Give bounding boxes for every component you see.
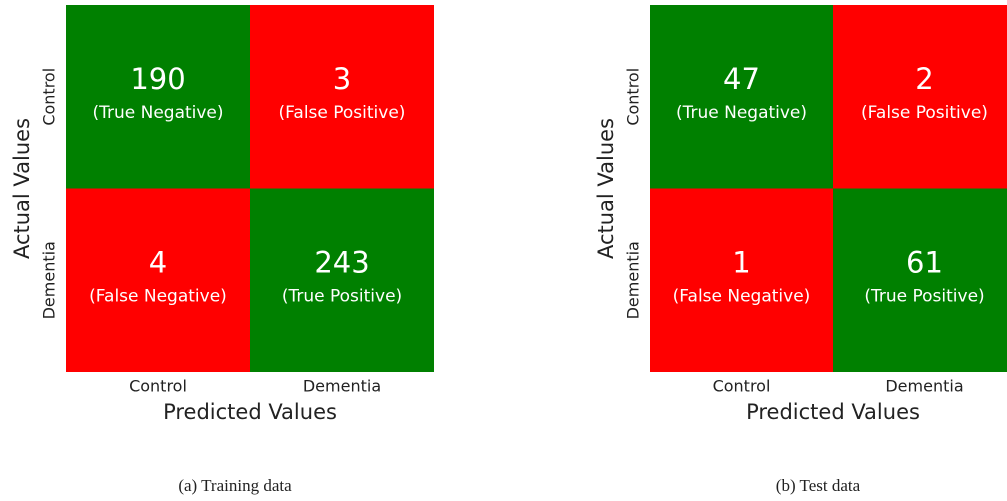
- x-tick-label: Control: [129, 377, 187, 396]
- x-tick-label: Dementia: [885, 377, 963, 396]
- x-tick-label: Dementia: [303, 377, 381, 396]
- cell-label: (True Negative): [92, 103, 223, 123]
- cell-label: (False Negative): [89, 286, 227, 306]
- cell-value: 1: [732, 245, 750, 279]
- cell-label: (False Positive): [861, 103, 988, 123]
- caption: (b) Test data: [776, 476, 861, 495]
- y-tick-label: Control: [624, 68, 643, 126]
- x-axis-title: Predicted Values: [746, 400, 920, 424]
- cell-value: 3: [333, 62, 351, 96]
- cell-label: (True Negative): [676, 103, 807, 123]
- cell-value: 190: [130, 62, 185, 96]
- cell: [66, 5, 250, 189]
- x-axis-title: Predicted Values: [163, 400, 337, 424]
- cell-label: (False Positive): [279, 103, 406, 123]
- cell-label: (False Negative): [673, 286, 811, 306]
- cell: [833, 5, 1007, 189]
- cell-value: 4: [149, 245, 167, 279]
- y-tick-label: Control: [40, 68, 59, 126]
- cell-label: (True Positive): [864, 286, 984, 306]
- cell-value: 2: [915, 62, 933, 96]
- x-tick-label: Control: [713, 377, 771, 396]
- cell-value: 47: [723, 62, 760, 96]
- y-tick-label: Dementia: [624, 241, 643, 319]
- cell-label: (True Positive): [282, 286, 402, 306]
- y-tick-label: Dementia: [40, 241, 59, 319]
- cell: [250, 5, 434, 189]
- cell: [833, 188, 1007, 372]
- caption: (a) Training data: [178, 476, 292, 495]
- cell-value: 243: [314, 245, 369, 279]
- y-axis-title: Actual Values: [594, 118, 618, 259]
- cell-value: 61: [906, 245, 943, 279]
- cell: [250, 188, 434, 372]
- cell: [650, 5, 833, 189]
- cell: [66, 188, 250, 372]
- y-axis-title: Actual Values: [10, 118, 34, 259]
- cell: [650, 188, 833, 372]
